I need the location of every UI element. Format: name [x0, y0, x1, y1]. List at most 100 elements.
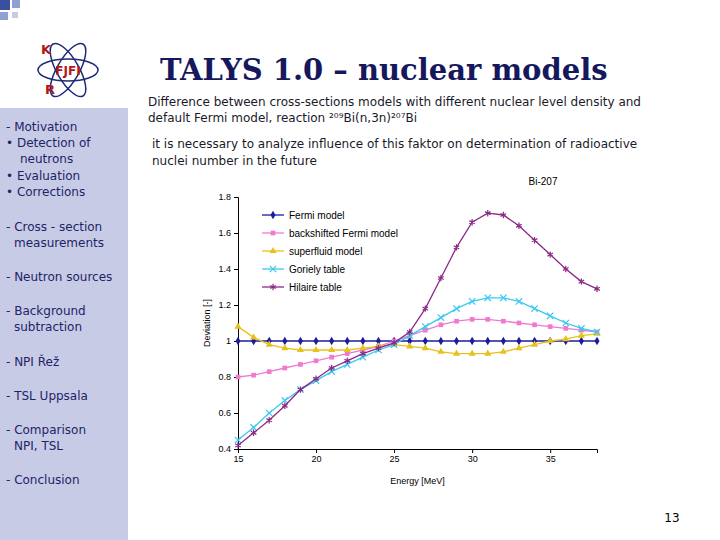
series-marker — [298, 362, 303, 367]
series-marker — [422, 323, 428, 329]
series-marker — [328, 346, 335, 352]
legend-marker — [269, 247, 276, 253]
sidebar-item: - NPI Řež — [6, 354, 59, 369]
series-marker — [594, 286, 600, 292]
series-marker — [267, 369, 272, 374]
series-marker — [501, 319, 506, 324]
series-marker — [266, 340, 273, 346]
series-marker — [391, 340, 397, 346]
series-marker — [437, 348, 444, 354]
x-tick-mark — [394, 449, 395, 453]
page-number: 13 — [664, 511, 679, 525]
series-marker — [422, 344, 429, 350]
series-marker — [562, 335, 569, 341]
series-marker — [470, 337, 475, 346]
sidebar-item: - Motivation — [6, 120, 77, 134]
series-marker — [298, 337, 303, 346]
series-marker — [517, 321, 522, 326]
series-marker — [282, 337, 287, 346]
plot-area — [234, 210, 600, 449]
legend-label: superfluid model — [289, 246, 362, 257]
legend-marker — [271, 231, 276, 236]
x-tick: 20 — [312, 449, 322, 464]
series-marker — [578, 331, 585, 337]
y-tick-label: 1.6 — [218, 228, 231, 238]
series-marker — [563, 326, 568, 331]
series-marker — [594, 329, 600, 335]
legend-label: Goriely table — [289, 264, 346, 275]
series-marker — [298, 386, 304, 392]
y-tick: 0.8 — [218, 372, 238, 382]
series-marker — [485, 210, 491, 216]
legend-marker — [270, 284, 276, 290]
legend-marker — [270, 266, 276, 272]
series-marker — [438, 337, 443, 346]
sidebar-item: - Comparison — [6, 423, 86, 437]
sidebar-item: - Background — [6, 304, 86, 318]
y-tick-label: 1.4 — [218, 264, 231, 274]
series-marker — [360, 337, 365, 346]
y-tick-label: 0.6 — [218, 408, 231, 418]
series-marker — [516, 337, 521, 346]
legend: Fermi modelbackshifted Fermi modelsuperf… — [262, 210, 398, 293]
series-marker — [281, 344, 288, 350]
x-tick-mark — [316, 449, 317, 453]
sidebar-item: measurements — [14, 236, 104, 250]
corner-square — [0, 12, 8, 20]
series-line — [238, 340, 597, 341]
series-marker — [485, 317, 490, 322]
caption: Difference between cross-sections models… — [148, 95, 641, 109]
y-tick-mark — [234, 269, 238, 270]
series-marker — [532, 237, 538, 243]
series-line — [238, 213, 597, 445]
series-marker — [454, 319, 459, 324]
series-marker — [314, 337, 319, 346]
x-tick-label: 30 — [468, 454, 478, 464]
series-marker — [407, 329, 413, 335]
legend-label: Hilaire table — [289, 282, 342, 293]
slide-title: TALYS 1.0 – nuclear models — [160, 53, 607, 87]
series-marker — [235, 337, 240, 346]
series-marker — [594, 337, 599, 346]
legend-label: backshifted Fermi model — [289, 228, 398, 239]
x-axis-line — [239, 450, 598, 454]
series-marker — [453, 349, 460, 355]
y-axis-title: Deviation [-] — [202, 299, 212, 347]
slide: KFJFIR- Motivation• Detection ofneutrons… — [0, 0, 720, 540]
x-tick-label: 25 — [390, 454, 400, 464]
y-tick: 1.6 — [218, 228, 238, 238]
y-tick-label: 0.8 — [218, 372, 231, 382]
y-tick-label: 1.8 — [218, 192, 231, 202]
series-marker — [579, 337, 584, 346]
logo-text: K — [41, 42, 52, 57]
x-tick-label: 20 — [312, 454, 322, 464]
x-tick: 25 — [390, 449, 400, 464]
y-tick-mark — [234, 449, 238, 450]
series-marker — [516, 223, 522, 229]
series-marker — [345, 358, 351, 364]
y-tick-mark — [234, 197, 238, 198]
series-marker — [406, 342, 413, 348]
series-marker — [532, 322, 537, 327]
series-marker — [469, 349, 476, 355]
series-marker — [312, 346, 319, 352]
y-tick-mark — [234, 413, 238, 414]
y-tick-mark — [234, 305, 238, 306]
series-marker — [453, 305, 459, 311]
sidebar-bg — [0, 0, 128, 540]
series-marker — [313, 376, 319, 382]
sidebar-item: - Neutron sources — [6, 270, 112, 284]
series-marker — [344, 346, 351, 352]
corner-square — [12, 0, 20, 8]
x-tick: 15 — [233, 449, 243, 464]
series-marker — [485, 295, 491, 301]
series-marker — [547, 251, 553, 257]
series-marker — [235, 442, 241, 448]
y-axis: 0.40.60.811.21.41.61.8 — [218, 192, 238, 454]
x-tick-mark — [472, 449, 473, 453]
series-marker — [266, 410, 272, 416]
x-axis-title: Energy [MeV] — [390, 476, 445, 486]
series-marker — [548, 324, 553, 329]
y-tick-label: 0.4 — [218, 444, 231, 454]
logo-bg — [0, 0, 128, 108]
